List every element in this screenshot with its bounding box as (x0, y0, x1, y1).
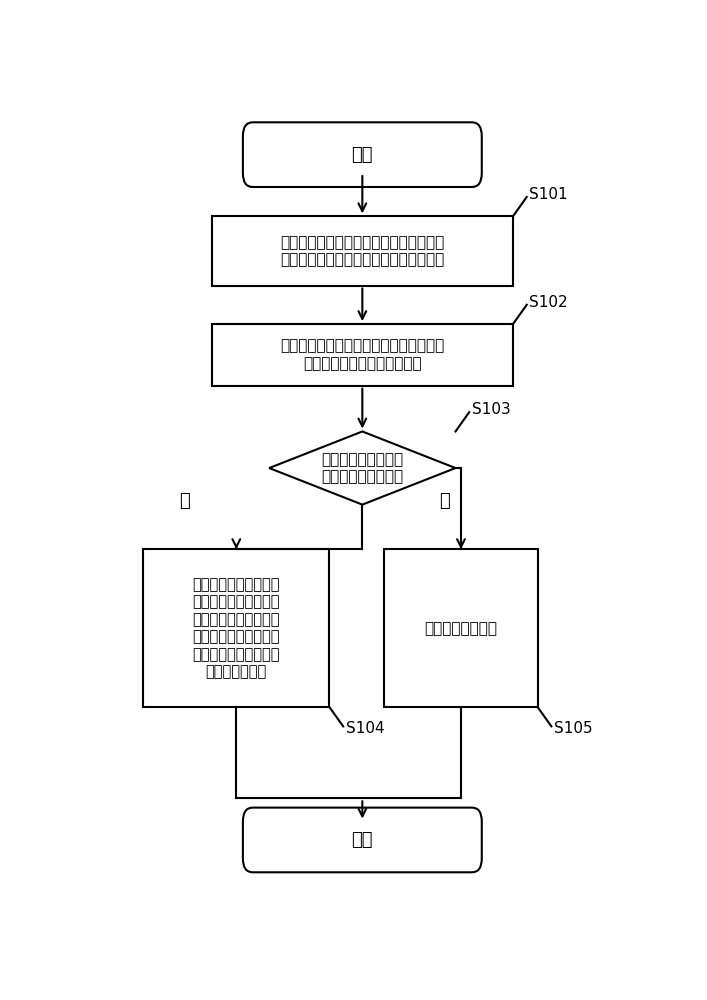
Text: S103: S103 (472, 402, 510, 417)
FancyBboxPatch shape (243, 122, 481, 187)
Bar (385, 549, 538, 707)
Bar (211, 324, 513, 386)
Text: 是: 是 (179, 492, 189, 510)
Text: 通过信息识别设备对包
裹进行信息识别，确定
包裹对应的分拣口信息
，控制分拣流水线将包
裹传送至所述分拣口信
息对应的分拣口: 通过信息识别设备对包 裹进行信息识别，确定 包裹对应的分拣口信息 ，控制分拣流水… (192, 577, 280, 679)
Text: S101: S101 (530, 187, 568, 202)
Text: 结束: 结束 (351, 831, 373, 849)
Text: 否: 否 (439, 492, 450, 510)
Text: S102: S102 (530, 295, 568, 310)
Bar (144, 549, 329, 707)
Polygon shape (269, 431, 455, 505)
FancyBboxPatch shape (243, 808, 481, 872)
Text: 通过预设目标检测模型对包裹图像进行识
别处理，确定包裹的当前状态: 通过预设目标检测模型对包裹图像进行识 别处理，确定包裹的当前状态 (280, 339, 445, 371)
Text: 发起包裹回收指令: 发起包裹回收指令 (424, 621, 498, 636)
Text: S105: S105 (554, 721, 592, 736)
Text: 当包裹进入分拣流水线时，通过图像采集
设备对包裹进行图像采集，获得包裹图像: 当包裹进入分拣流水线时，通过图像采集 设备对包裹进行图像采集，获得包裹图像 (280, 235, 445, 267)
Text: 根据当前状态确定是
否继续包裹分拣工作: 根据当前状态确定是 否继续包裹分拣工作 (321, 452, 404, 484)
Text: 开始: 开始 (351, 146, 373, 164)
Bar (211, 216, 513, 286)
Text: S104: S104 (346, 721, 385, 736)
